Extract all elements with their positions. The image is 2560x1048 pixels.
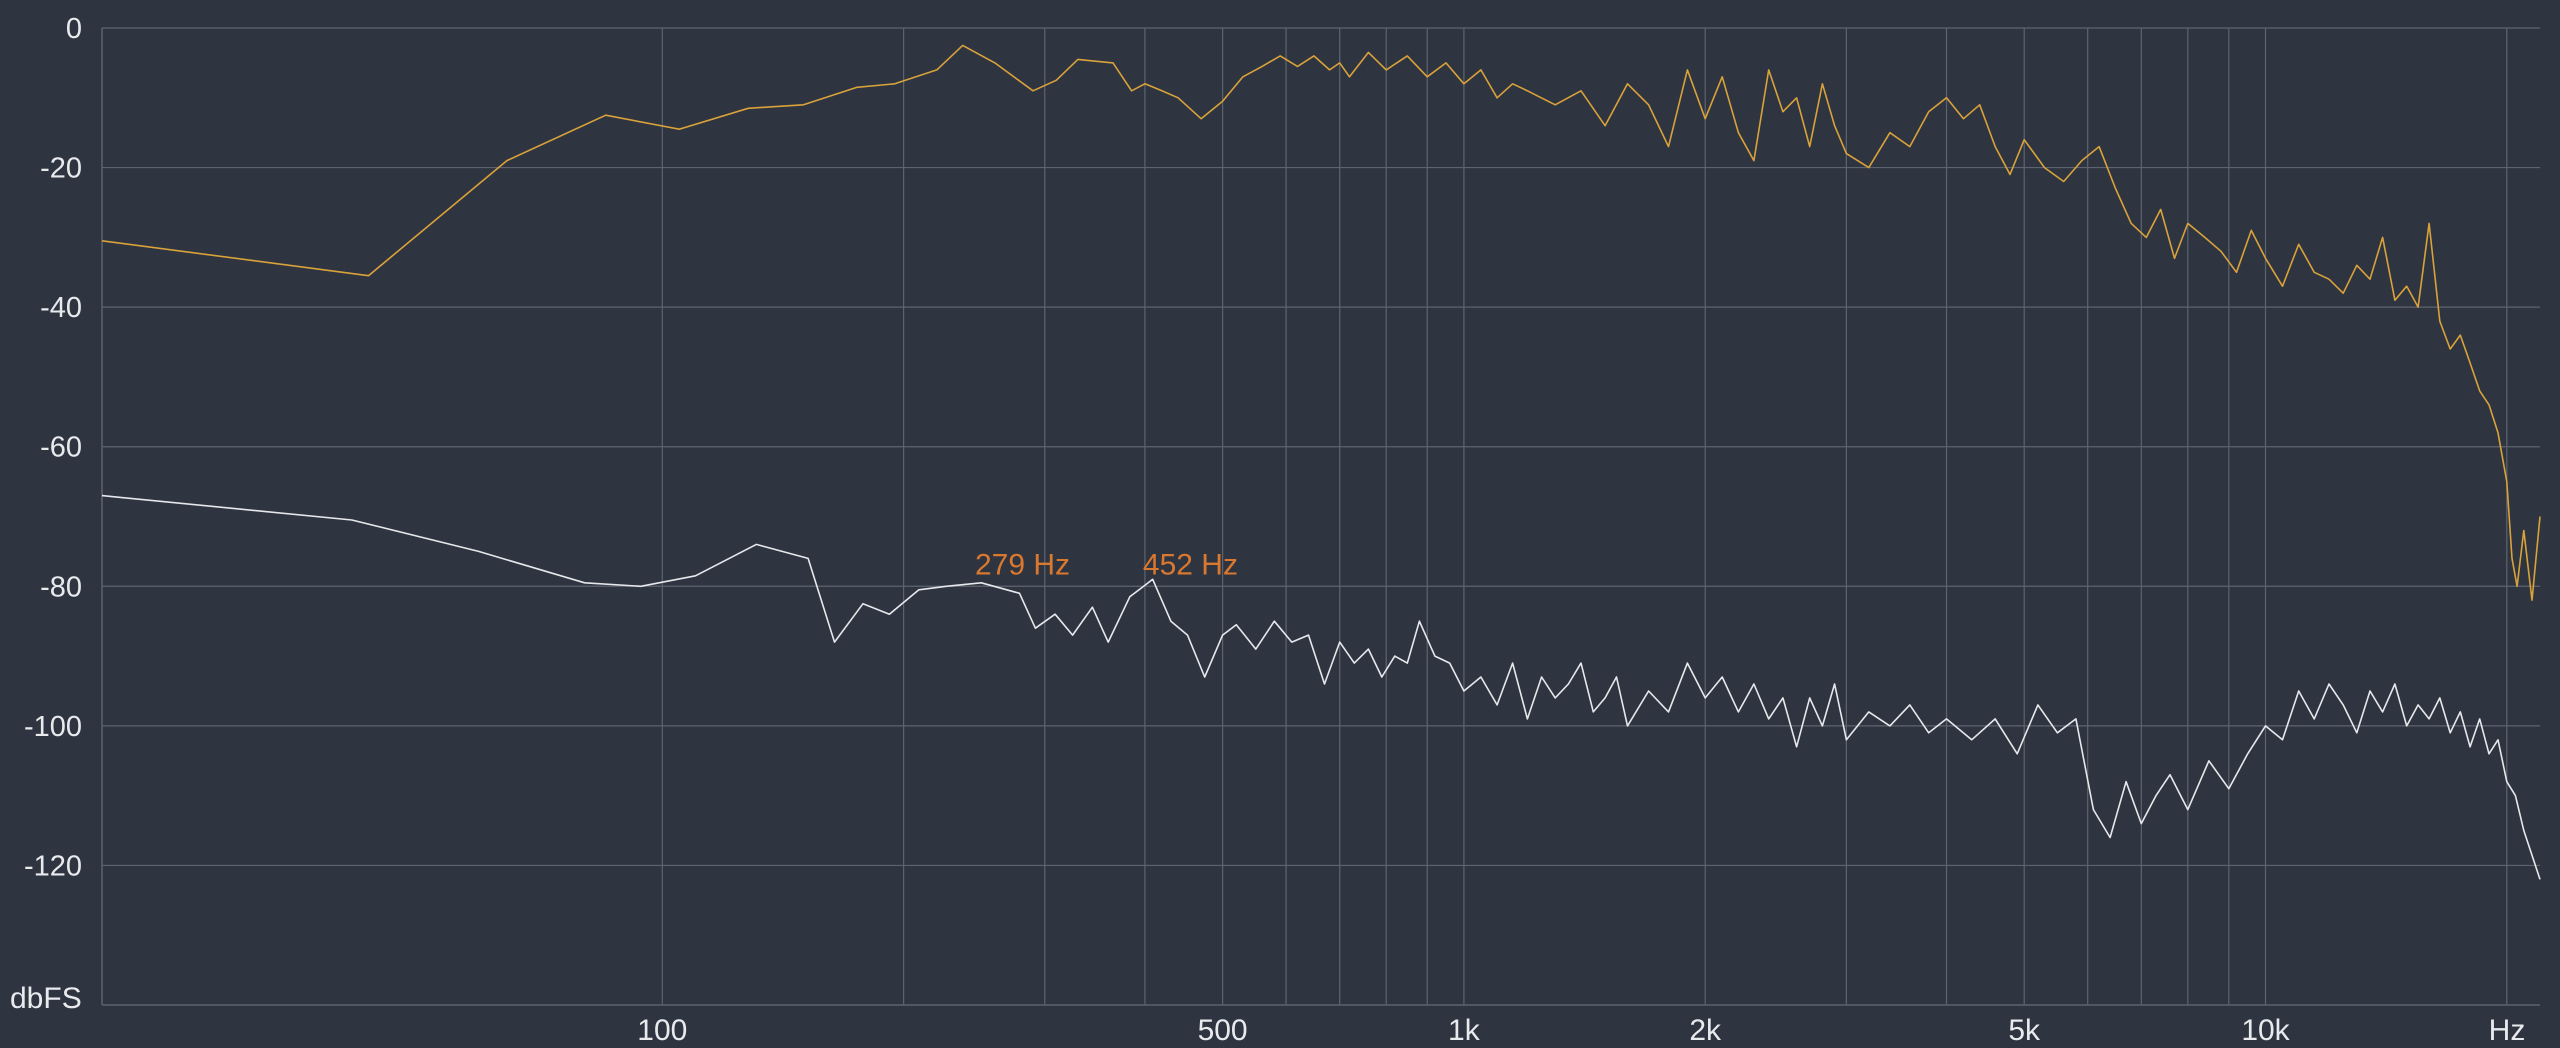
y-tick-label: -40 xyxy=(40,292,82,324)
x-tick-label: 1k xyxy=(1448,1014,1481,1047)
y-tick-label: -20 xyxy=(40,153,82,185)
y-tick-label: -60 xyxy=(40,432,82,464)
y-tick-label: -100 xyxy=(24,711,82,743)
x-tick-label: 5k xyxy=(2008,1014,2041,1047)
y-tick-label: 0 xyxy=(66,13,82,45)
series-layer xyxy=(101,44,2541,880)
x-tick-label: 100 xyxy=(637,1014,687,1047)
peak-annotation: 452 Hz xyxy=(1143,548,1238,581)
y-tick-label: -80 xyxy=(40,571,82,603)
grid-layer xyxy=(101,27,2540,1006)
label-layer: 0 -20 -40 -60 -80 -100 -120 100 500 1k 2k 5k 10k 279 … xyxy=(24,13,2291,1047)
y-unit-label: dbFS xyxy=(10,982,82,1015)
peak-annotation: 279 Hz xyxy=(975,548,1070,581)
lower-spectrum-line xyxy=(101,494,2541,880)
x-tick-label: 10k xyxy=(2241,1014,2290,1047)
upper-spectrum-line xyxy=(101,44,2541,601)
x-tick-label: 2k xyxy=(1689,1014,1722,1047)
x-unit-label: Hz xyxy=(2489,1014,2526,1047)
x-tick-label: 500 xyxy=(1198,1014,1248,1047)
y-tick-label: -120 xyxy=(24,850,82,882)
